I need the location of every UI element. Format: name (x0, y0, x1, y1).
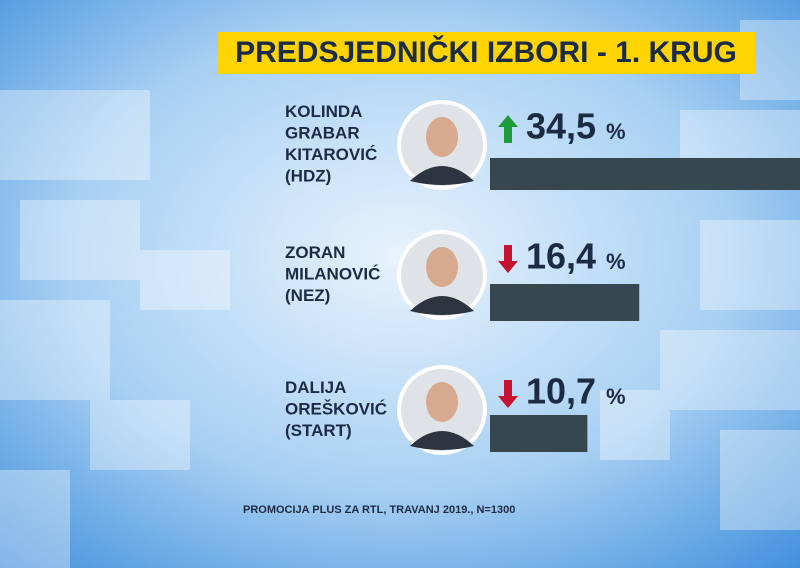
photo-body (410, 296, 474, 315)
bar (490, 284, 640, 321)
photo-head (426, 247, 458, 287)
title-box (218, 32, 755, 74)
candidate-name: OREŠKOVIĆ (285, 399, 387, 418)
photo-body (410, 166, 474, 185)
candidate-name: ZORAN (285, 243, 345, 262)
value-label: 16,4 (526, 236, 596, 277)
value-unit: % (606, 119, 626, 144)
photo-body (410, 431, 474, 450)
value-label: 10,7 (526, 371, 596, 412)
candidate-name: (START) (285, 421, 352, 440)
candidate-name: GRABAR (285, 124, 360, 143)
value-unit: % (606, 384, 626, 409)
chart-title: PREDSJEDNIČKI IZBORI - 1. KRUG (235, 35, 737, 69)
candidate-name: KOLINDA (285, 102, 362, 121)
value-label: 34,5 (526, 106, 596, 147)
trend-arrow (498, 380, 518, 408)
candidate-name: MILANOVIĆ (285, 264, 380, 283)
trend-arrow (498, 245, 518, 273)
trend-arrow (498, 115, 518, 143)
candidate-name: KITAROVIĆ (285, 145, 377, 164)
photo-head (426, 117, 458, 157)
photo-head (426, 382, 458, 422)
source-note: PROMOCIJA PLUS ZA RTL, TRAVANJ 2019., N=… (243, 504, 515, 516)
candidate-name: (NEZ) (285, 286, 330, 305)
bar (490, 415, 588, 452)
value-unit: % (606, 249, 626, 274)
candidate-name: DALIJA (285, 378, 346, 397)
candidate-name: (HDZ) (285, 167, 331, 186)
bar (490, 158, 800, 190)
